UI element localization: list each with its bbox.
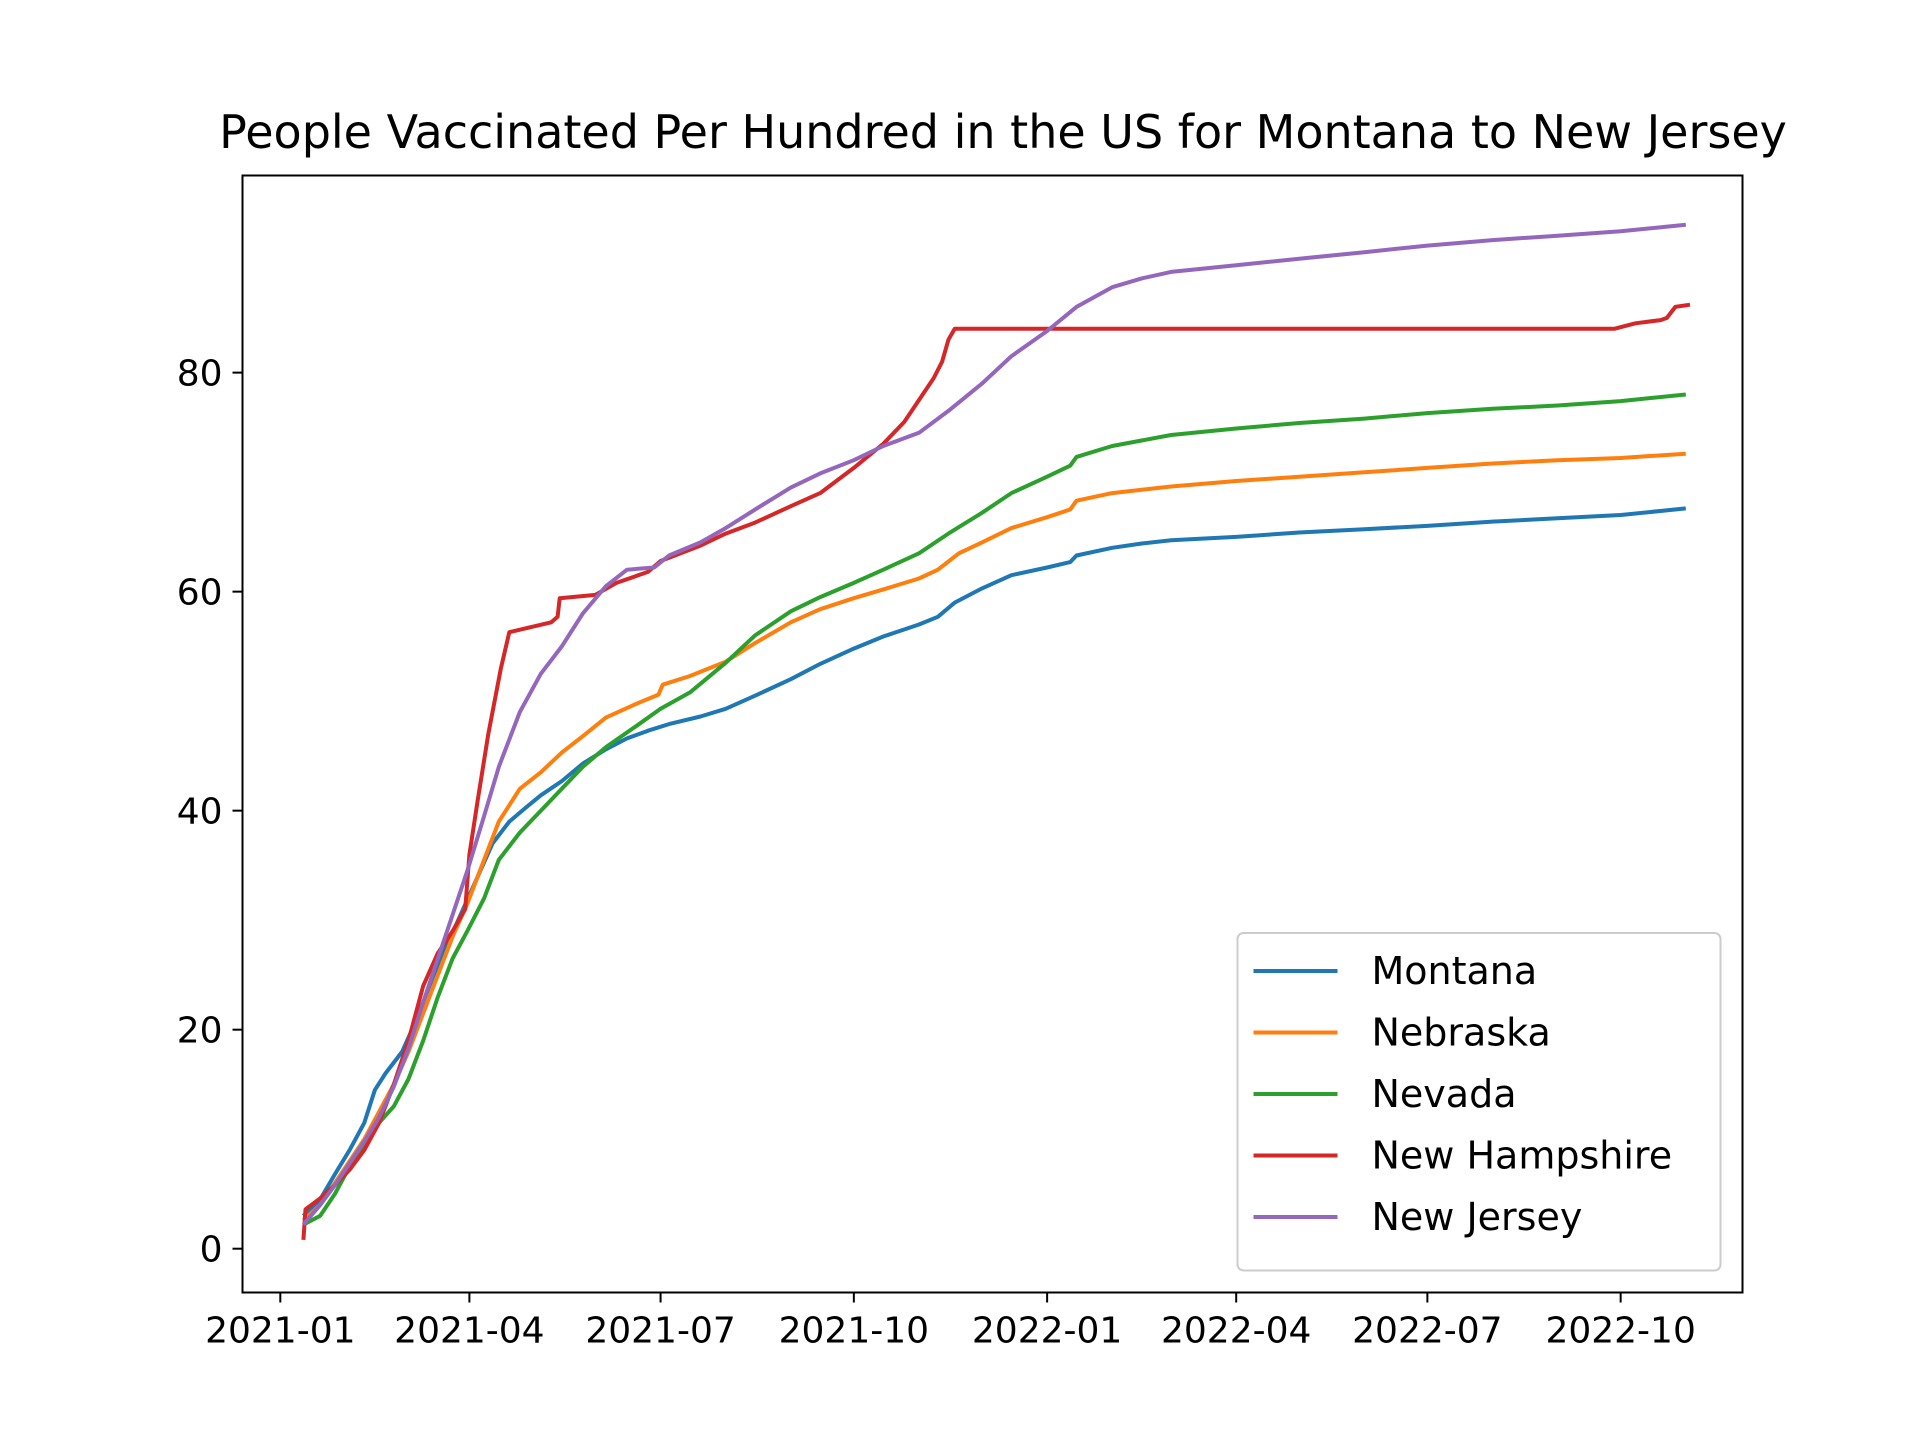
y-tick-label: 80 bbox=[177, 354, 223, 395]
x-tick-label: 2022-07 bbox=[1352, 1311, 1502, 1352]
x-tick-label: 2021-07 bbox=[585, 1311, 735, 1352]
legend-label-nebraska: Nebraska bbox=[1372, 1011, 1551, 1055]
x-tick-label: 2021-01 bbox=[205, 1311, 355, 1352]
x-tick-label: 2022-04 bbox=[1161, 1311, 1311, 1352]
series-line-new-jersey bbox=[301, 222, 1686, 1226]
y-tick-label: 0 bbox=[200, 1230, 223, 1271]
series-line-nevada bbox=[302, 392, 1687, 1227]
x-tick-label: 2021-04 bbox=[394, 1311, 544, 1352]
legend-label-new-jersey: New Jersey bbox=[1372, 1195, 1583, 1239]
y-tick-label: 60 bbox=[177, 573, 223, 614]
x-axis: 2021-01 2021-04 2021-07 2021-10 2022-01 2022-… bbox=[205, 1292, 1696, 1352]
y-tick-label: 20 bbox=[177, 1011, 223, 1052]
plot-lines bbox=[301, 222, 1691, 1241]
y-tick-label: 40 bbox=[177, 792, 223, 833]
legend: Montana Nebraska Nevada New Hampshire New Je… bbox=[1236, 932, 1722, 1272]
legend-label-montana: Montana bbox=[1372, 949, 1538, 993]
y-axis: 0 20 40 60 80 bbox=[177, 354, 243, 1271]
legend-box bbox=[1236, 932, 1722, 1272]
plot-frame bbox=[241, 174, 1744, 1294]
x-tick-label: 2022-10 bbox=[1545, 1311, 1695, 1352]
legend-label-nevada: Nevada bbox=[1372, 1072, 1517, 1116]
x-tick-label: 2022-01 bbox=[972, 1311, 1122, 1352]
x-tick-label: 2021-10 bbox=[779, 1311, 929, 1352]
legend-label-new-hampshire: New Hampshire bbox=[1372, 1134, 1673, 1178]
chart-title: People Vaccinated Per Hundred in the US … bbox=[219, 105, 1787, 159]
